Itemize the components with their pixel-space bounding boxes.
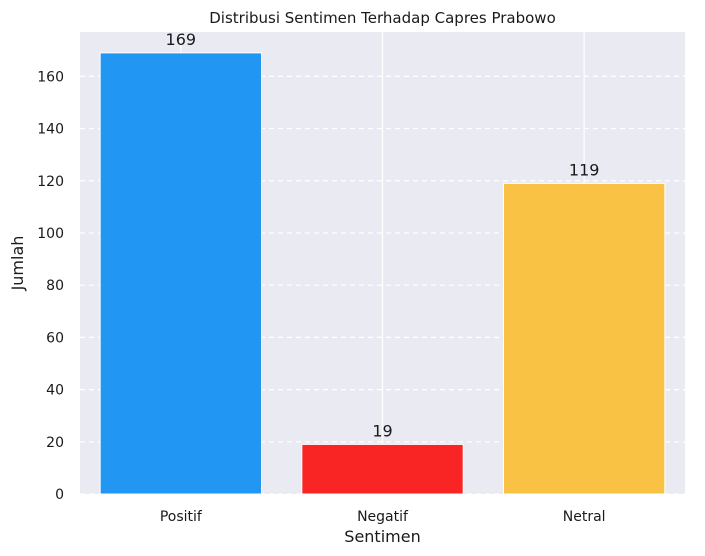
bar-value-labels: 169 19 119	[166, 30, 600, 441]
bars	[99, 52, 666, 495]
x-tick-label: Negatif	[357, 509, 409, 525]
bar-netral	[503, 182, 666, 495]
bar-negatif	[301, 443, 464, 495]
y-tick-label: 0	[55, 487, 64, 503]
bar-value-label: 119	[569, 160, 600, 179]
y-tick-label: 100	[37, 226, 64, 242]
x-tick-label: Netral	[563, 509, 606, 525]
y-tick-label: 140	[37, 122, 64, 138]
x-axis-label: Sentimen	[344, 527, 420, 546]
y-tick-labels: 0 20 40 60 80 100 120 140 160	[37, 69, 64, 503]
bar-value-label: 19	[372, 421, 392, 440]
y-tick-label: 60	[46, 330, 64, 346]
y-tick-label: 120	[37, 174, 64, 190]
bar-positif	[99, 52, 262, 495]
x-tick-labels: Positif Negatif Netral	[160, 509, 606, 525]
y-tick-label: 160	[37, 69, 64, 85]
y-tick-label: 40	[46, 383, 64, 399]
y-tick-label: 80	[46, 278, 64, 294]
y-axis-label: Jumlah	[8, 236, 27, 292]
chart-title: Distribusi Sentimen Terhadap Capres Prab…	[209, 9, 556, 27]
x-tick-label: Positif	[160, 509, 203, 525]
y-tick-label: 20	[46, 435, 64, 451]
bar-value-label: 169	[166, 30, 197, 49]
